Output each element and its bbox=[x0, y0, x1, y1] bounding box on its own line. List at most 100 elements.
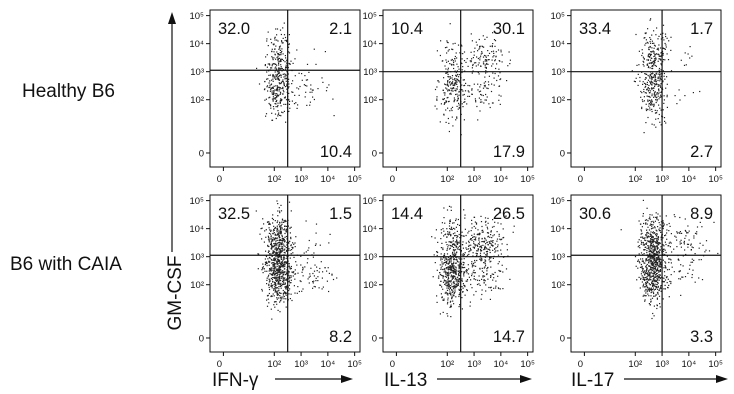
y-tick-label: 10⁵ bbox=[362, 196, 377, 207]
panel-frame bbox=[209, 9, 361, 168]
y-tick-label: 0 bbox=[560, 148, 565, 159]
quadrant-lower-right: 17.9 bbox=[493, 143, 525, 161]
panel-frame bbox=[382, 9, 534, 168]
y-tick-label: 10⁵ bbox=[189, 11, 204, 22]
y-tick-label: 0 bbox=[199, 333, 204, 344]
x-tick-label: 10³ bbox=[655, 359, 669, 370]
row-label-caia: B6 with CAIA bbox=[10, 254, 122, 275]
y-tick-label: 10² bbox=[363, 95, 377, 106]
x-tick-label: 0 bbox=[217, 174, 222, 185]
y-tick-label: 0 bbox=[372, 148, 377, 159]
y-tick-label: 10³ bbox=[190, 252, 204, 263]
y-tick-label: 10⁴ bbox=[550, 224, 565, 235]
x-tick-label: 10⁵ bbox=[347, 174, 362, 185]
x-tick-label: 10⁴ bbox=[321, 359, 336, 370]
x-axis-title-il17: IL-17 bbox=[571, 370, 728, 391]
x-axis-title-ifng: IFN-γ bbox=[212, 370, 353, 391]
quadrant-lower-right: 10.4 bbox=[320, 143, 352, 161]
x-tick-label: 10² bbox=[440, 174, 454, 185]
x-tick-label: 10⁴ bbox=[494, 359, 509, 370]
x-tick-label: 10⁵ bbox=[347, 359, 362, 370]
quadrant-lower-right: 14.7 bbox=[493, 328, 525, 346]
x-tick-label: 0 bbox=[217, 359, 222, 370]
row-label-healthy: Healthy B6 bbox=[22, 81, 115, 102]
y-tick-label: 10³ bbox=[551, 252, 565, 263]
x-tick-label: 10² bbox=[267, 174, 281, 185]
x-tick-label: 10³ bbox=[294, 174, 308, 185]
event-dots bbox=[255, 200, 338, 320]
y-tick-label: 10⁴ bbox=[362, 224, 377, 235]
y-tick-label: 0 bbox=[372, 333, 377, 344]
event-dots bbox=[256, 22, 335, 123]
y-tick-label: 10⁴ bbox=[189, 39, 204, 50]
quadrant-upper-right: 30.1 bbox=[493, 20, 525, 38]
quadrant-upper-left: 33.4 bbox=[579, 20, 611, 38]
x-axis-label-ifng: IFN-γ bbox=[212, 370, 259, 391]
panel-5: 10⁵ 10⁴ 10³ 10² 0 0 10² 10³ 10⁴ 10⁵ 14.4 26.5 14.7 bbox=[362, 194, 535, 370]
quadrant-upper-left: 30.6 bbox=[579, 205, 611, 223]
quadrant-upper-right: 2.1 bbox=[329, 20, 352, 38]
quadrant-upper-right: 8.9 bbox=[690, 205, 713, 223]
x-tick-label: 10² bbox=[628, 174, 642, 185]
y-tick-label: 0 bbox=[199, 148, 204, 159]
x-tick-label: 10³ bbox=[655, 174, 669, 185]
y-axis-label: GM-CSF bbox=[165, 256, 186, 331]
x-tick-label: 10⁵ bbox=[708, 174, 723, 185]
panel-4: 10⁵ 10⁴ 10³ 10² 0 0 10² 10³ 10⁴ 10⁵ 32.5 1.5 8.2 bbox=[189, 194, 362, 370]
event-dots bbox=[631, 18, 701, 134]
panel-frame bbox=[570, 9, 722, 168]
x-tick-label: 10⁵ bbox=[520, 174, 535, 185]
y-axis-title: GM-CSF bbox=[165, 12, 186, 330]
y-tick-label: 10² bbox=[363, 280, 377, 291]
x-tick-label: 10² bbox=[628, 359, 642, 370]
quadrant-upper-left: 10.4 bbox=[391, 20, 423, 38]
y-tick-label: 10² bbox=[551, 95, 565, 106]
y-tick-label: 10⁴ bbox=[362, 39, 377, 50]
quadrant-lower-right: 2.7 bbox=[690, 143, 713, 161]
panel-3: 10⁵ 10⁴ 10³ 10² 0 0 10² 10³ 10⁴ 10⁵ 33.4 1.7 2.7 bbox=[550, 9, 723, 185]
y-tick-label: 10³ bbox=[363, 252, 377, 263]
x-tick-label: 10⁴ bbox=[682, 174, 697, 185]
y-tick-label: 10⁵ bbox=[189, 196, 204, 207]
quadrant-upper-left: 14.4 bbox=[391, 205, 423, 223]
y-tick-label: 10⁵ bbox=[362, 11, 377, 22]
quadrant-upper-right: 1.7 bbox=[690, 20, 713, 38]
panel-frame bbox=[209, 194, 361, 353]
y-tick-label: 10³ bbox=[551, 67, 565, 78]
x-tick-label: 0 bbox=[390, 174, 395, 185]
x-tick-label: 10² bbox=[267, 359, 281, 370]
x-axis-title-il13: IL-13 bbox=[384, 370, 532, 391]
y-tick-label: 10² bbox=[190, 280, 204, 291]
quadrant-upper-right: 1.5 bbox=[329, 205, 352, 223]
y-tick-label: 10⁴ bbox=[189, 224, 204, 235]
panel-6: 10⁵ 10⁴ 10³ 10² 0 0 10² 10³ 10⁴ 10⁵ 30.6 8.9 3.3 bbox=[550, 194, 723, 370]
x-tick-label: 10⁵ bbox=[708, 359, 723, 370]
x-axis-label-il13: IL-13 bbox=[384, 370, 427, 391]
y-tick-label: 10⁴ bbox=[550, 39, 565, 50]
event-dots bbox=[434, 23, 511, 136]
y-tick-label: 10³ bbox=[190, 67, 204, 78]
panel-1: 10⁵ 10⁴ 10³ 10² 0 0 10² 10³ 10⁴ 10⁵ 32.0 2.1 10.4 bbox=[189, 9, 362, 185]
x-tick-label: 10³ bbox=[467, 359, 481, 370]
x-tick-label: 10⁴ bbox=[494, 174, 509, 185]
x-tick-label: 10² bbox=[440, 359, 454, 370]
x-axis-label-il17: IL-17 bbox=[571, 370, 614, 391]
x-tick-label: 0 bbox=[390, 359, 395, 370]
panel-2: 10⁵ 10⁴ 10³ 10² 0 0 10² 10³ 10⁴ 10⁵ 10.4 30.1 17.9 bbox=[362, 9, 535, 185]
y-tick-label: 10³ bbox=[363, 67, 377, 78]
quadrant-lower-right: 3.3 bbox=[690, 328, 713, 346]
x-tick-label: 10⁵ bbox=[520, 359, 535, 370]
x-tick-label: 10³ bbox=[294, 359, 308, 370]
quadrant-upper-left: 32.5 bbox=[218, 205, 250, 223]
x-tick-label: 10⁴ bbox=[321, 174, 336, 185]
y-tick-label: 0 bbox=[560, 333, 565, 344]
event-dots bbox=[620, 199, 719, 320]
y-tick-label: 10² bbox=[190, 95, 204, 106]
x-tick-label: 0 bbox=[578, 174, 583, 185]
quadrant-lower-right: 8.2 bbox=[329, 328, 352, 346]
x-tick-label: 10⁴ bbox=[682, 359, 697, 370]
y-tick-label: 10⁵ bbox=[550, 196, 565, 207]
quadrant-upper-left: 32.0 bbox=[218, 20, 250, 38]
quadrant-upper-right: 26.5 bbox=[493, 205, 525, 223]
